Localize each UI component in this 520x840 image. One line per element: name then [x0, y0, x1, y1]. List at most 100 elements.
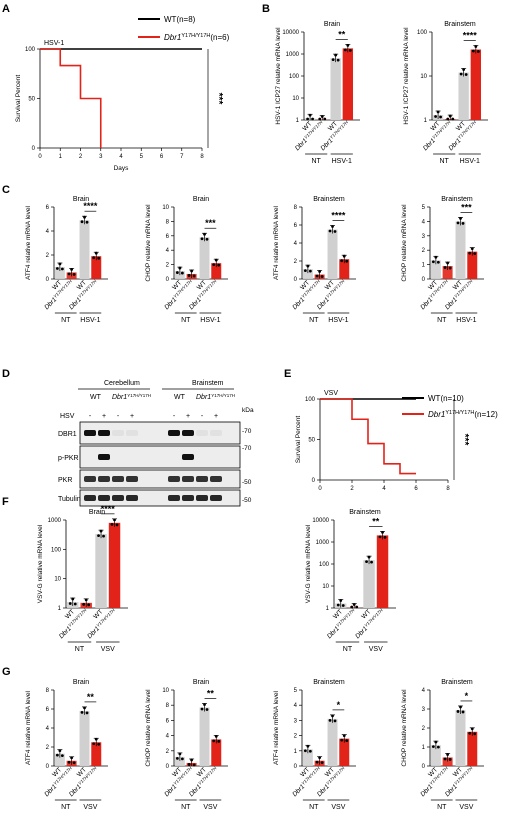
- y-tick-label: 0: [46, 277, 50, 283]
- chart-title: Brain: [324, 21, 340, 28]
- y-tick-label: 100: [25, 47, 36, 53]
- y-tick-label: 100: [417, 30, 428, 36]
- blot-minus: -: [173, 413, 176, 420]
- y-tick-label: 2: [294, 734, 298, 740]
- group-label-nt: NT: [309, 804, 319, 811]
- y-tick-label: 3: [422, 234, 426, 240]
- data-point: [473, 732, 477, 736]
- data-point: [214, 735, 218, 738]
- y-tick-label: 50: [308, 438, 315, 444]
- y-tick-label: 10: [322, 584, 329, 590]
- blot-row-label: Tubulin: [58, 496, 81, 503]
- y-tick-label: 8: [166, 219, 170, 225]
- y-tick-label: 100: [51, 547, 62, 553]
- blot-region-cerebellum: Cerebellum: [104, 380, 140, 387]
- chart-title: Brain: [193, 196, 209, 203]
- data-point: [60, 267, 64, 271]
- group-label-nt: NT: [309, 317, 319, 324]
- y-tick-label: 8: [166, 703, 170, 709]
- data-point: [308, 749, 312, 753]
- x-tick-label: 1: [59, 154, 63, 160]
- blot-col-wt: WT: [90, 394, 102, 401]
- y-tick-label: 3: [422, 707, 426, 713]
- data-point: [115, 523, 119, 527]
- bar: [95, 534, 107, 608]
- y-axis-label: Survival Percent: [15, 75, 22, 123]
- bar: [79, 710, 90, 766]
- x-tick-label: 8: [200, 154, 204, 160]
- data-point: [448, 114, 452, 118]
- bar: [430, 260, 441, 279]
- bar: [79, 220, 90, 279]
- y-axis-label: ATF4 relative mRNA level: [273, 205, 280, 279]
- data-point: [83, 706, 86, 710]
- y-tick-label: 0: [166, 277, 170, 283]
- data-point: [456, 221, 460, 225]
- x-tick-label: 6: [160, 154, 164, 160]
- data-point: [55, 267, 59, 270]
- data-point: [205, 237, 209, 241]
- blot-row-label: DBR1: [58, 431, 77, 438]
- significance-label: **: [207, 688, 215, 698]
- data-point: [308, 269, 312, 273]
- bar: [199, 237, 210, 279]
- data-point: [436, 260, 440, 264]
- data-point: [370, 560, 373, 564]
- data-point: [87, 603, 91, 607]
- group-label-infected: HSV-1: [332, 158, 352, 165]
- data-point: [331, 58, 335, 62]
- data-point: [320, 115, 324, 118]
- blot-band: [126, 430, 138, 436]
- data-point: [60, 754, 64, 758]
- data-point: [434, 255, 438, 259]
- y-axis-label: CHOP relative mRNA level: [401, 689, 408, 767]
- bar: [455, 221, 466, 279]
- data-point: [436, 110, 440, 114]
- data-point: [58, 262, 62, 266]
- data-point: [459, 705, 462, 709]
- y-tick-label: 10: [162, 205, 169, 211]
- y-tick-label: 0: [32, 146, 36, 152]
- x-tick-label: 2: [79, 154, 83, 160]
- y-tick-label: 3: [294, 718, 298, 724]
- x-tick-label: 8: [446, 486, 450, 492]
- group-label-nt: NT: [437, 317, 447, 324]
- y-tick-label: 6: [46, 205, 50, 211]
- bar: [327, 229, 338, 279]
- data-point: [99, 529, 103, 533]
- blot-band: [98, 476, 110, 482]
- bar: [442, 266, 453, 279]
- legend-e-mut: Dbr1Y17H/Y17H(n=12): [428, 410, 498, 419]
- data-point: [178, 266, 182, 270]
- data-point: [214, 258, 218, 262]
- bar: [211, 263, 222, 279]
- blot-hsv-label: HSV: [60, 413, 75, 420]
- y-tick-label: 6: [166, 234, 170, 240]
- y-tick-label: 100: [305, 397, 316, 403]
- group-label-nt: NT: [61, 804, 71, 811]
- y-tick-label: 4: [422, 219, 426, 225]
- data-point: [83, 215, 86, 219]
- survival-chart-a: HSV-1 0 50 100 0 1 2 3 4 5 6 7 8 Survival Percent Days…: [15, 40, 224, 172]
- data-point: [178, 752, 182, 756]
- panel-label-a: A: [2, 3, 10, 15]
- blot-marker: -50: [242, 497, 252, 504]
- data-point: [94, 737, 98, 741]
- blot-region-brainstem: Brainstem: [192, 380, 224, 387]
- data-point: [446, 753, 450, 756]
- panel-label-c: C: [2, 184, 10, 196]
- legend-a: WT(n=8) Dbr1Y17H/Y17H(n=6): [138, 15, 230, 42]
- bar-chart-b2: Brainstem 1 10 100 HSV-1 ICP27 relative mRNA…: [403, 21, 488, 165]
- y-tick-label: 2: [422, 248, 426, 254]
- group-label-infected: VSV: [459, 804, 473, 811]
- data-point: [180, 757, 184, 761]
- blot-row-label: p-PKR: [58, 455, 79, 462]
- series-line: [320, 398, 416, 475]
- data-point: [446, 261, 450, 265]
- y-tick-label: 6: [294, 223, 298, 229]
- y-tick-label: 1000: [316, 540, 330, 546]
- y-tick-label: 0: [46, 764, 50, 770]
- data-point: [323, 117, 327, 121]
- bar: [467, 251, 478, 279]
